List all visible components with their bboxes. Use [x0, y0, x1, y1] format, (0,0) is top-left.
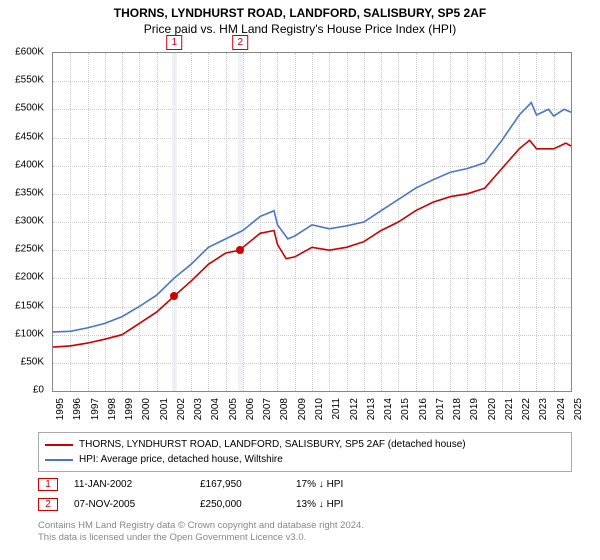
legend-row: THORNS, LYNDHURST ROAD, LANDFORD, SALISB…: [45, 437, 565, 452]
x-tick-label: 1995: [55, 398, 66, 420]
x-tick-label: 2025: [573, 398, 584, 420]
x-tick-label: 2011: [331, 398, 342, 420]
y-tick-label: £50K: [21, 356, 44, 367]
chart-container: THORNS, LYNDHURST ROAD, LANDFORD, SALISB…: [0, 0, 600, 560]
y-tick-label: £300K: [15, 216, 44, 227]
y-tick-label: £0: [33, 385, 44, 396]
x-tick-label: 2002: [176, 398, 187, 420]
y-tick-label: £550K: [15, 75, 44, 86]
x-tick-label: 2024: [556, 398, 567, 420]
x-tick-label: 2001: [159, 398, 170, 420]
y-tick-label: £350K: [15, 187, 44, 198]
x-tick-label: 2007: [262, 398, 273, 420]
legend-row: HPI: Average price, detached house, Wilt…: [45, 452, 565, 467]
x-tick-label: 2004: [210, 398, 221, 420]
sale-row: 2 07-NOV-2005 £250,000 13% ↓ HPI: [38, 494, 572, 514]
x-tick-label: 2020: [487, 398, 498, 420]
x-tick-label: 2013: [366, 398, 377, 420]
sale-date: 07-NOV-2005: [74, 499, 184, 510]
footer-note: Contains HM Land Registry data © Crown c…: [38, 520, 364, 544]
title-main: THORNS, LYNDHURST ROAD, LANDFORD, SALISB…: [0, 6, 600, 20]
series-line: [53, 103, 571, 332]
legend-swatch: [45, 459, 73, 461]
y-axis-labels: £0£50K£100K£150K£200K£250K£300K£350K£400…: [0, 52, 48, 392]
legend: THORNS, LYNDHURST ROAD, LANDFORD, SALISB…: [38, 432, 572, 472]
sale-number-box: 1: [38, 478, 58, 491]
sale-marker-dot: [236, 246, 244, 254]
sale-number-box: 2: [38, 498, 58, 511]
y-tick-label: £500K: [15, 103, 44, 114]
legend-label: HPI: Average price, detached house, Wilt…: [79, 454, 283, 465]
x-tick-label: 2023: [538, 398, 549, 420]
y-tick-label: £250K: [15, 244, 44, 255]
x-axis-labels: 1995 1996 1997 1998 1999 2000 2001 2002 2003 2004…: [52, 392, 572, 432]
x-tick-label: 2008: [279, 398, 290, 420]
x-tick-label: 2022: [521, 398, 532, 420]
chart-svg: [53, 53, 571, 391]
legend-swatch: [45, 444, 73, 446]
x-tick-label: 1996: [72, 398, 83, 420]
x-tick-label: 1997: [90, 398, 101, 420]
sale-marker-label: 2: [233, 35, 249, 50]
x-tick-label: 2012: [349, 398, 360, 420]
sale-price: £250,000: [200, 499, 280, 510]
footer-line2: This data is licensed under the Open Gov…: [38, 532, 364, 544]
y-tick-label: £600K: [15, 47, 44, 58]
x-tick-label: 2006: [245, 398, 256, 420]
y-tick-label: £450K: [15, 131, 44, 142]
x-tick-label: 2000: [141, 398, 152, 420]
plot-area: 12: [52, 52, 572, 392]
x-tick-label: 2019: [469, 398, 480, 420]
y-tick-label: £150K: [15, 300, 44, 311]
sale-marker-dot: [170, 292, 178, 300]
sale-date: 11-JAN-2002: [74, 479, 184, 490]
x-tick-label: 2003: [193, 398, 204, 420]
chart-titles: THORNS, LYNDHURST ROAD, LANDFORD, SALISB…: [0, 0, 600, 36]
x-tick-label: 2005: [228, 398, 239, 420]
sale-price: £167,950: [200, 479, 280, 490]
sale-delta: 13% ↓ HPI: [296, 499, 386, 510]
footer-line1: Contains HM Land Registry data © Crown c…: [38, 520, 364, 532]
x-tick-label: 1998: [107, 398, 118, 420]
sale-row: 1 11-JAN-2002 £167,950 17% ↓ HPI: [38, 474, 572, 494]
sale-marker-label: 1: [167, 35, 183, 50]
x-tick-label: 2009: [297, 398, 308, 420]
x-tick-label: 1999: [124, 398, 135, 420]
title-sub: Price paid vs. HM Land Registry's House …: [0, 22, 600, 36]
x-tick-label: 2021: [504, 398, 515, 420]
legend-label: THORNS, LYNDHURST ROAD, LANDFORD, SALISB…: [79, 439, 466, 450]
x-tick-label: 2018: [452, 398, 463, 420]
x-tick-label: 2014: [383, 398, 394, 420]
sale-delta: 17% ↓ HPI: [296, 479, 386, 490]
sales-table: 1 11-JAN-2002 £167,950 17% ↓ HPI 2 07-NOV-200…: [38, 474, 572, 514]
x-tick-label: 2017: [435, 398, 446, 420]
y-tick-label: £200K: [15, 272, 44, 283]
x-tick-label: 2010: [314, 398, 325, 420]
x-tick-label: 2016: [418, 398, 429, 420]
x-tick-label: 2015: [400, 398, 411, 420]
y-tick-label: £400K: [15, 159, 44, 170]
y-tick-label: £100K: [15, 328, 44, 339]
series-line: [53, 140, 571, 347]
